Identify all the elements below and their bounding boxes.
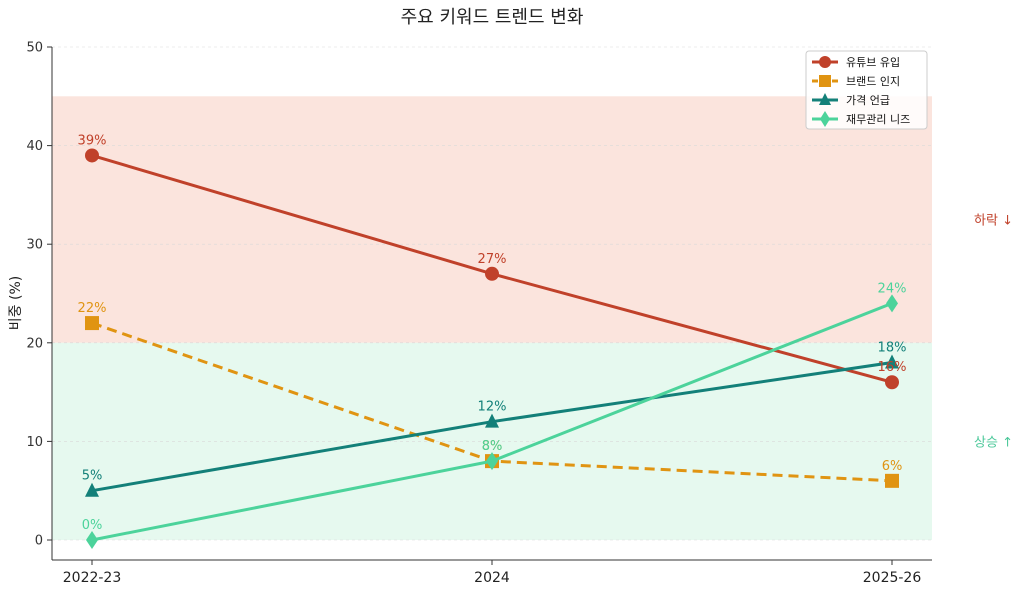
series-0-label-2: 16%	[878, 360, 907, 375]
series-3-label-0: 0%	[82, 518, 103, 533]
y-tick-label-0: 0	[35, 534, 43, 549]
series-3-label-1: 8%	[482, 439, 503, 454]
data-labels: 39%27%16%22%8%6%5%12%18%0%8%24%	[78, 133, 907, 533]
series-1-label-1: 8%	[482, 439, 503, 454]
band-label-1: 상승 ↑	[974, 435, 1013, 450]
y-tick-label-50: 50	[26, 41, 43, 56]
y-axis-label: 비중 (%)	[8, 276, 24, 330]
series-0-point-2	[885, 375, 899, 390]
band-0	[52, 96, 932, 343]
y-tick-label-30: 30	[26, 238, 43, 253]
y-tick-label-10: 10	[26, 435, 43, 450]
legend-label-1: 브랜드 인지	[846, 75, 900, 88]
series-3-point-1	[486, 452, 498, 471]
series-0-point-1	[485, 266, 499, 281]
series-0-label-0: 39%	[78, 133, 107, 148]
band-label-0: 하락 ↓	[974, 214, 1013, 229]
legend-marker-0	[819, 56, 831, 68]
y-tick-label-40: 40	[26, 139, 43, 154]
series-2-point-0	[85, 482, 99, 497]
series-1-label-2: 6%	[882, 459, 903, 474]
series-3-label-2: 24%	[878, 281, 907, 296]
legend-label-2: 가격 언급	[846, 94, 890, 107]
x-tick-label-0: 2022-23	[63, 570, 122, 586]
x-ticks: 2022-23 2024 2025-26	[63, 560, 922, 586]
series-1-point-2	[885, 473, 899, 488]
legend-marker-2	[819, 93, 831, 105]
x-tick-label-2: 2025-26	[863, 570, 922, 586]
legend-box	[805, 50, 928, 130]
series-2-point-2	[885, 354, 899, 369]
series-3-point-0	[86, 531, 98, 549]
grid	[52, 46, 932, 541]
y-tick-label-20: 20	[26, 336, 43, 351]
series-2-label-0: 5%	[82, 469, 103, 484]
series-2-label-2: 18%	[878, 341, 907, 356]
legend-marker-3	[820, 111, 830, 127]
series-1-label-0: 22%	[78, 301, 107, 316]
series-0-point-0	[85, 148, 99, 163]
series	[85, 148, 899, 549]
legend-marker-1	[819, 75, 831, 87]
series-2-point-1	[485, 413, 499, 428]
series-3-point-2	[886, 294, 898, 313]
y-ticks: 0 10 20 30 40 50	[26, 41, 52, 549]
legend-label-3: 재무관리 니즈	[846, 113, 910, 126]
legend-label-0: 유튜브 유입	[846, 56, 900, 69]
chart-title: 주요 키워드 트렌드 변화	[401, 7, 584, 28]
band-labels: 하락 ↓ 상승 ↑	[974, 214, 1013, 451]
x-tick-label-1: 2024	[474, 570, 510, 586]
series-0-label-1: 27%	[478, 252, 507, 267]
series-2-label-1: 12%	[478, 400, 507, 415]
series-1-point-0	[85, 316, 99, 331]
